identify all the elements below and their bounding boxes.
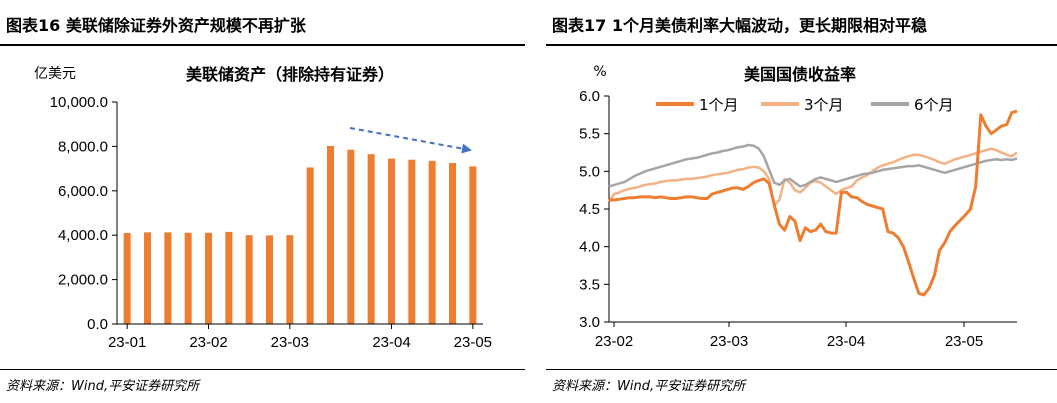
bar bbox=[306, 167, 314, 324]
right-header-title: 图表17 1个月美债利率大幅波动，更长期限相对平稳 bbox=[552, 16, 927, 35]
y-tick-label: 2,000.0 bbox=[58, 272, 108, 289]
bar bbox=[205, 232, 212, 324]
y-tick-label: 8,000.0 bbox=[58, 138, 108, 155]
series-line-2 bbox=[608, 143, 1018, 188]
trend-arrow bbox=[349, 127, 472, 154]
left-header-rule bbox=[0, 44, 525, 46]
y-tick-label: 4,000.0 bbox=[58, 227, 108, 244]
bar bbox=[327, 145, 334, 324]
x-tick-label: 23-02 bbox=[595, 333, 633, 350]
right-chart: 美国国债收益率 % 1个月 3个月 6个月 3.0 3.5 4.0 4.5 5.0 5.5 6.… bbox=[579, 64, 1018, 350]
legend-label-1: 3个月 bbox=[804, 96, 844, 114]
bar bbox=[388, 158, 395, 324]
bar bbox=[266, 235, 273, 324]
y-tick-label: 4.5 bbox=[579, 201, 600, 218]
right-source: 资料来源：Wind,平安证券研究所 bbox=[552, 379, 746, 394]
right-header: 图表17 1个月美债利率大幅波动，更长期限相对平稳 bbox=[546, 0, 1057, 44]
y-tick-label: 10,000.0 bbox=[50, 94, 108, 111]
x-tick-label: 23-05 bbox=[454, 334, 492, 351]
left-chart: 美联储资产（排除持有证券） 亿美元 0.0 2,000.0 4,000.0 6,000… bbox=[34, 65, 492, 351]
bar bbox=[408, 159, 416, 324]
right-panel: 图表17 1个月美债利率大幅波动，更长期限相对平稳 美国国债收益率 % 1个月 3… bbox=[546, 0, 1057, 403]
bar bbox=[367, 154, 375, 324]
right-header-rule bbox=[546, 44, 1057, 46]
bar bbox=[286, 235, 294, 324]
x-tick-label: 23-02 bbox=[189, 334, 227, 351]
y-tick-label: 0.0 bbox=[87, 316, 108, 333]
y-tick-label: 3.0 bbox=[579, 314, 600, 331]
x-tick-label: 23-05 bbox=[945, 333, 983, 350]
y-tick-label: 3.5 bbox=[579, 276, 600, 293]
bar bbox=[469, 166, 477, 324]
x-tick-label: 23-04 bbox=[827, 333, 865, 350]
left-panel: 图表16 美联储除证券外资产规模不再扩张 美联储资产（排除持有证券） 亿美元 0… bbox=[0, 0, 525, 403]
bar bbox=[184, 232, 192, 324]
left-chart-title: 美联储资产（排除持有证券） bbox=[186, 65, 394, 84]
bar bbox=[144, 232, 151, 324]
bar bbox=[449, 163, 456, 324]
bar bbox=[347, 149, 355, 324]
x-tick-label: 23-01 bbox=[108, 334, 146, 351]
y-tick-label: 5.0 bbox=[579, 163, 600, 180]
left-footer-rule bbox=[0, 369, 525, 370]
y-tick-label: 6.0 bbox=[579, 88, 600, 105]
y-tick-label: 4.0 bbox=[579, 239, 600, 256]
right-chart-title: 美国国债收益率 bbox=[744, 65, 856, 84]
bar bbox=[123, 232, 131, 324]
left-source: 资料来源：Wind,平安证券研究所 bbox=[6, 379, 200, 394]
left-y-unit: 亿美元 bbox=[34, 66, 76, 82]
series-line-1 bbox=[607, 147, 1018, 207]
left-header: 图表16 美联储除证券外资产规模不再扩张 bbox=[0, 0, 525, 44]
x-tick-label: 23-03 bbox=[710, 333, 748, 350]
legend-label-2: 6个月 bbox=[914, 96, 954, 114]
right-footer-rule bbox=[546, 369, 1057, 370]
y-tick-label: 6,000.0 bbox=[58, 183, 108, 200]
legend-label-0: 1个月 bbox=[699, 96, 739, 114]
x-tick-label: 23-03 bbox=[271, 334, 309, 351]
series-line-0 bbox=[609, 109, 1018, 297]
bar bbox=[225, 231, 233, 324]
right-y-unit: % bbox=[593, 64, 606, 80]
y-tick-label: 5.5 bbox=[579, 126, 600, 143]
left-header-title: 图表16 美联储除证券外资产规模不再扩张 bbox=[6, 16, 306, 35]
bar bbox=[428, 160, 436, 324]
bar bbox=[245, 235, 253, 324]
bar bbox=[164, 232, 172, 324]
x-tick-label: 23-04 bbox=[372, 334, 410, 351]
